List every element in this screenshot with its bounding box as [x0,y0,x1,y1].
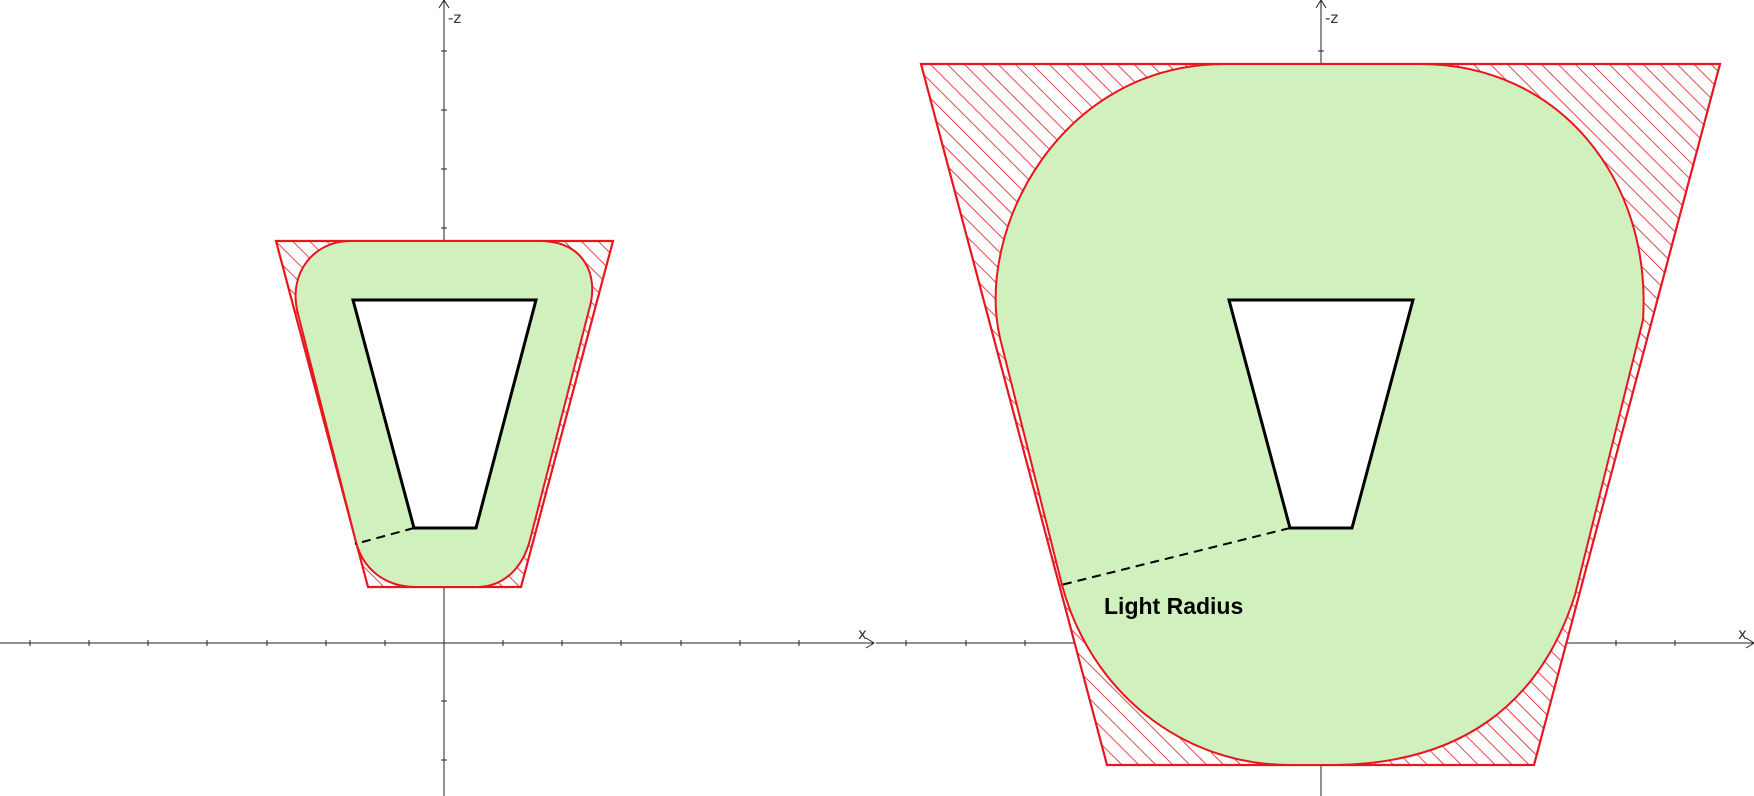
left-x-axis: x [0,625,875,649]
left-radius-line [354,527,415,545]
left-x-ticks [29,640,800,646]
right-panel: x -z [876,0,1754,796]
left-panel: x -z [0,0,875,796]
right-radius-line [1060,527,1291,586]
left-z-axis-label: -z [448,9,461,27]
light-radius-label: Light Radius [1104,593,1243,619]
left-core-trapezoid [351,298,538,530]
right-core-trapezoid [1227,298,1415,530]
right-x-axis-label: x [1738,625,1747,643]
left-x-axis-label: x [858,625,867,643]
right-z-axis-label: -z [1325,9,1338,27]
